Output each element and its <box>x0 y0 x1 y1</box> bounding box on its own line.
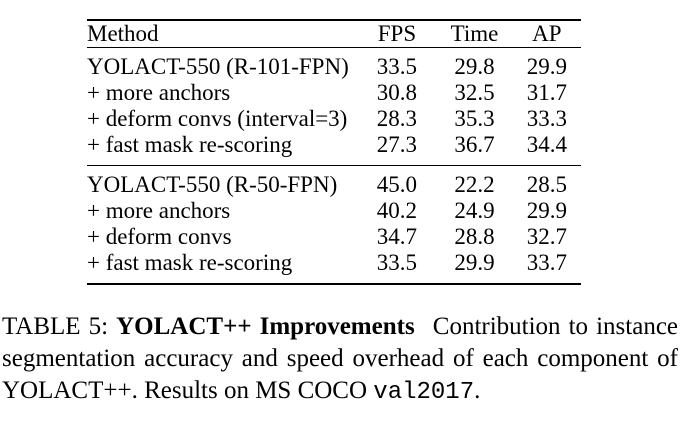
method-cell: + fast mask re-scoring <box>87 250 293 275</box>
method-cell: + fast mask re-scoring <box>87 132 293 157</box>
caption-line3-text: YOLACT++. Results on MS COCO <box>2 377 368 404</box>
fps-cell: 45.0 <box>376 172 418 197</box>
fps-cell: 33.5 <box>376 54 418 79</box>
fps-cell: 34.7 <box>376 224 418 249</box>
ap-cell: 33.3 <box>526 106 567 131</box>
time-cell: 29.9 <box>454 250 495 275</box>
table-row: + fast mask re-scoring 33.5 29.9 33.7 <box>87 250 581 284</box>
table-row: + more anchors 40.2 24.9 29.9 <box>87 198 581 224</box>
caption-line1-text: Contribution to instance <box>432 313 679 340</box>
caption-line-2: segmentation accuracy and speed overhead… <box>2 343 678 375</box>
caption-line-3: YOLACT++. Results on MS COCO val2017. <box>2 375 678 409</box>
ap-cell: 34.4 <box>526 132 567 157</box>
fps-cell: 33.5 <box>376 250 418 275</box>
fps-cell: 27.3 <box>376 132 418 157</box>
col-header-ap: AP <box>532 21 562 46</box>
method-cell: + deform convs <box>87 224 232 249</box>
time-cell: 29.8 <box>454 54 495 79</box>
table-row: Method FPS Time AP <box>87 20 581 48</box>
table-row: YOLACT-550 (R-50-FPN) 45.0 22.2 28.5 <box>87 166 581 199</box>
table-row: + deform convs (interval=3) 28.3 35.3 33… <box>87 106 581 132</box>
col-header-fps: FPS <box>377 21 417 46</box>
time-cell: 22.2 <box>454 172 495 197</box>
ap-cell: 31.7 <box>526 80 567 105</box>
table-row: + more anchors 30.8 32.5 31.7 <box>87 80 581 106</box>
caption-period: . <box>474 377 481 404</box>
method-cell: YOLACT-550 (R-101-FPN) <box>87 54 349 79</box>
time-cell: 35.3 <box>454 106 495 131</box>
table-caption: TABLE 5: YOLACT++ Improvements Contribut… <box>2 311 678 409</box>
table-row: YOLACT-550 (R-101-FPN) 33.5 29.8 29.9 <box>87 48 581 81</box>
ap-cell: 32.7 <box>526 224 567 249</box>
caption-title: YOLACT++ Improvements <box>116 313 415 340</box>
caption-line2-text: segmentation accuracy and speed overhead… <box>2 345 678 372</box>
caption-table-label: TABLE 5: <box>2 313 109 340</box>
fps-cell: 30.8 <box>376 80 418 105</box>
time-cell: 32.5 <box>454 80 495 105</box>
results-table: Method FPS Time AP YOLACT-550 (R-101-FPN… <box>87 19 581 285</box>
ap-cell: 29.9 <box>526 198 567 223</box>
method-cell: + more anchors <box>87 198 231 223</box>
ap-cell: 28.5 <box>526 172 567 197</box>
table-header-row: Method FPS Time AP <box>87 20 581 48</box>
col-header-method: Method <box>87 21 159 46</box>
table-row: + fast mask re-scoring 27.3 36.7 34.4 <box>87 132 581 166</box>
table-row: + deform convs 34.7 28.8 32.7 <box>87 224 581 250</box>
fps-cell: 40.2 <box>376 198 418 223</box>
ap-cell: 33.7 <box>526 250 567 275</box>
method-cell: + deform convs (interval=3) <box>87 106 348 131</box>
caption-code-val2017: val2017 <box>373 379 475 406</box>
time-cell: 28.8 <box>454 224 495 249</box>
method-cell: YOLACT-550 (R-50-FPN) <box>87 172 338 197</box>
table-group-r50: YOLACT-550 (R-50-FPN) 45.0 22.2 28.5 + m… <box>87 166 581 285</box>
caption-line-1: TABLE 5: YOLACT++ Improvements Contribut… <box>2 311 678 343</box>
ap-cell: 29.9 <box>526 54 567 79</box>
time-cell: 24.9 <box>454 198 495 223</box>
method-cell: + more anchors <box>87 80 231 105</box>
fps-cell: 28.3 <box>376 106 418 131</box>
col-header-time: Time <box>450 21 499 46</box>
time-cell: 36.7 <box>454 132 495 157</box>
table-group-r101: YOLACT-550 (R-101-FPN) 33.5 29.8 29.9 + … <box>87 48 581 166</box>
